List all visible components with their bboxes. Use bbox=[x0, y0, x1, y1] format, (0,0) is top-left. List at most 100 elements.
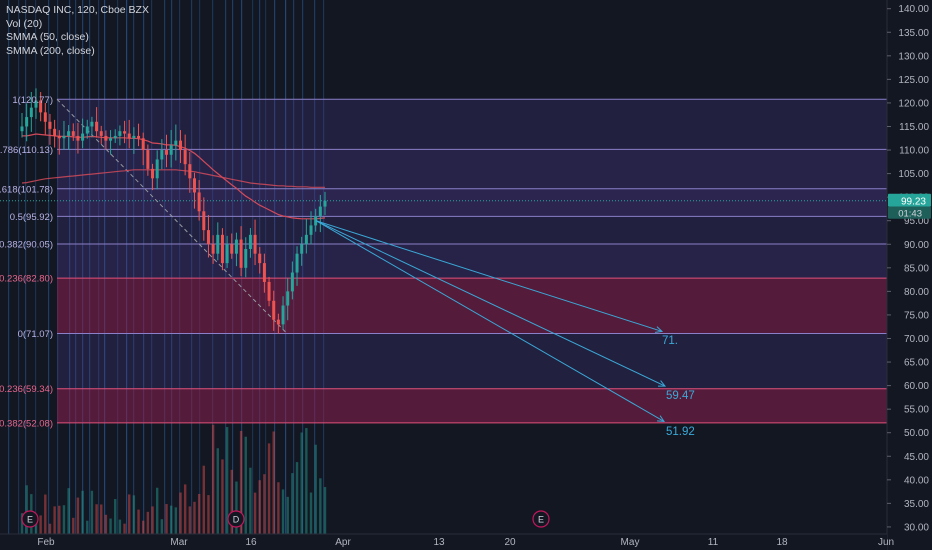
fib-trendline bbox=[56, 98, 288, 334]
event-label: E bbox=[27, 515, 33, 525]
target-label: 59.47 bbox=[666, 390, 695, 402]
price-tick-label: 85.00 bbox=[904, 263, 929, 274]
volume-bar bbox=[323, 487, 327, 534]
fib-zones bbox=[57, 99, 887, 423]
chart-legend: NASDAQ INC, 120, Cboe BZX Vol (20) SMMA … bbox=[6, 4, 149, 58]
candle bbox=[244, 248, 248, 268]
candle bbox=[146, 150, 150, 169]
price-axis-bg bbox=[887, 0, 932, 550]
volume-bar bbox=[272, 431, 275, 534]
candle bbox=[165, 150, 169, 155]
volume-bar bbox=[34, 523, 38, 534]
volume-bar bbox=[151, 506, 154, 534]
candle bbox=[99, 131, 103, 136]
candle bbox=[29, 107, 33, 118]
fib-zone bbox=[57, 388, 887, 423]
price-tick-label: 45.00 bbox=[904, 452, 929, 463]
legend-symbol[interactable]: NASDAQ INC, 120, Cboe BZX bbox=[6, 4, 149, 16]
volume-bar bbox=[263, 474, 266, 534]
session-band bbox=[212, 0, 214, 534]
candle bbox=[43, 112, 47, 122]
fib-zone bbox=[57, 216, 887, 245]
price-tick-label: 75.00 bbox=[904, 310, 929, 321]
session-band bbox=[199, 0, 201, 534]
projection-arrow bbox=[315, 220, 666, 387]
volume-bar bbox=[146, 511, 150, 534]
smma50-line bbox=[22, 133, 326, 220]
fib-label: 0(71.07) bbox=[18, 329, 53, 340]
price-tick-label: 125.00 bbox=[898, 75, 929, 86]
arrow-head bbox=[654, 326, 664, 333]
price-axis[interactable]: 30.00 35.00 40.00 45.00 50.00 55.00 60.00 65.00… bbox=[886, 0, 932, 550]
session-band bbox=[323, 0, 325, 534]
fib-trendline bbox=[56, 98, 288, 334]
fib-label: 0.786(110.13) bbox=[0, 145, 53, 156]
event-marker bbox=[532, 510, 550, 528]
time-axis[interactable]: Feb Mar 16 Apr 13 20 May 11 18 Jun bbox=[0, 533, 894, 550]
volume-bar bbox=[309, 492, 313, 534]
candle bbox=[286, 291, 290, 306]
last-price-badge bbox=[888, 193, 931, 207]
time-tick-label: May bbox=[621, 537, 640, 548]
target-labels: 71. 59.47 51.92 bbox=[662, 335, 695, 438]
volume-bar bbox=[142, 520, 145, 534]
candle bbox=[314, 216, 318, 226]
volume-bar bbox=[44, 494, 47, 534]
price-tick-label: 35.00 bbox=[904, 499, 929, 510]
session-band bbox=[293, 0, 295, 534]
session-band bbox=[117, 0, 119, 534]
volume-bar bbox=[225, 427, 229, 534]
fib-zone bbox=[57, 99, 887, 150]
candle bbox=[174, 140, 178, 146]
candle bbox=[211, 244, 215, 254]
session-band bbox=[274, 0, 276, 534]
session-band bbox=[98, 0, 100, 534]
candle bbox=[281, 305, 285, 325]
candle bbox=[267, 281, 271, 301]
session-band bbox=[133, 0, 135, 534]
volume-bar bbox=[86, 520, 89, 534]
session-band bbox=[126, 0, 128, 534]
legend-smma50[interactable]: SMMA (50, close) bbox=[6, 31, 89, 43]
fib-label: -0.382(52.08) bbox=[0, 418, 53, 429]
candle bbox=[53, 128, 57, 136]
session-band bbox=[232, 0, 234, 534]
session-band bbox=[69, 0, 71, 534]
legend-smma200[interactable]: SMMA (200, close) bbox=[6, 44, 95, 57]
session-band bbox=[8, 0, 10, 534]
session-band bbox=[35, 0, 37, 534]
candle bbox=[318, 206, 322, 216]
projection-arrows bbox=[315, 220, 667, 422]
session-band bbox=[82, 0, 84, 534]
volume-bar bbox=[165, 504, 168, 534]
candle bbox=[304, 234, 308, 245]
candle bbox=[118, 131, 122, 136]
volume-bar bbox=[305, 428, 308, 534]
time-tick-label: 20 bbox=[504, 537, 516, 548]
volume-bar bbox=[235, 481, 238, 534]
volume-bar bbox=[207, 495, 210, 534]
candle bbox=[169, 145, 173, 155]
session-band bbox=[164, 0, 166, 534]
legend-vol[interactable]: Vol (20) bbox=[6, 17, 43, 30]
price-tick-label: 80.00 bbox=[904, 287, 929, 298]
volume-bar bbox=[155, 487, 159, 534]
session-band bbox=[252, 0, 254, 534]
candle bbox=[239, 239, 243, 268]
projection-arrow bbox=[315, 220, 663, 332]
volume-bar bbox=[109, 518, 112, 534]
fib-label: -0.236(59.34) bbox=[0, 384, 53, 395]
volume-bar bbox=[267, 443, 271, 534]
volume-bar bbox=[90, 490, 94, 534]
volume-bar bbox=[253, 492, 257, 534]
arrow-head bbox=[656, 415, 665, 422]
candle bbox=[76, 135, 80, 141]
candle bbox=[262, 263, 266, 282]
candle bbox=[188, 164, 192, 179]
volume-bar bbox=[314, 444, 317, 534]
time-tick-label: 18 bbox=[776, 537, 788, 548]
candle bbox=[197, 192, 201, 212]
